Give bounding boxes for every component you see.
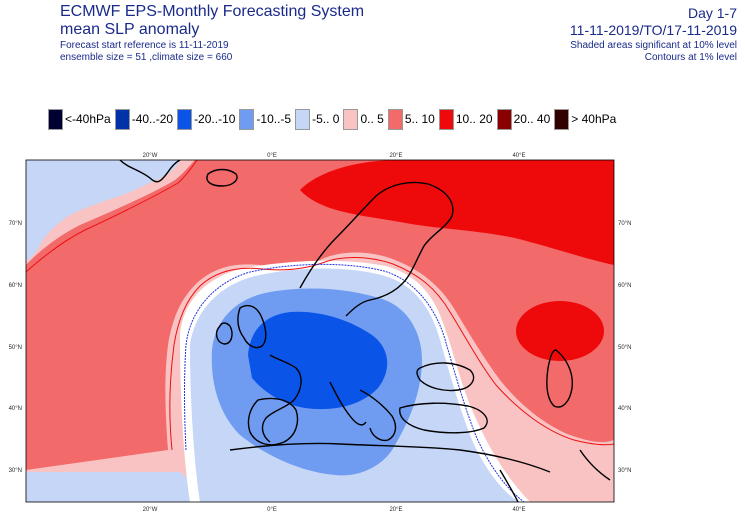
coast-iceland bbox=[206, 168, 238, 187]
legend-label: 0.. 5 bbox=[360, 112, 384, 126]
coast-persian-gulf bbox=[579, 449, 611, 481]
legend-label: -10..-5 bbox=[256, 112, 292, 126]
legend-swatch bbox=[554, 108, 570, 130]
coast-ireland bbox=[215, 322, 233, 345]
legend-label: -5.. 0 bbox=[312, 112, 340, 126]
legend-swatch bbox=[438, 108, 454, 130]
color-legend: <-40hPa -40..-20 -20..-10 -10..-5 -5.. 0 0.. … bbox=[48, 108, 620, 130]
legend-item: -20..-10 bbox=[177, 108, 236, 130]
legend-item: 5.. 10 bbox=[387, 108, 435, 130]
field-10-20-north bbox=[300, 160, 614, 265]
lat-tick-right: 30°N bbox=[618, 468, 631, 474]
field-neg20-neg10 bbox=[248, 311, 388, 410]
day-range: Day 1-7 bbox=[687, 5, 737, 21]
legend-label: 20.. 40 bbox=[513, 112, 551, 126]
legend-label: 10.. 20 bbox=[455, 112, 493, 126]
legend-item: 0.. 5 bbox=[343, 108, 384, 130]
lon-tick-bottom: 40°E bbox=[512, 507, 525, 513]
contour-positive-1pct bbox=[26, 160, 198, 273]
lat-tick-left: 50°N bbox=[9, 345, 22, 351]
coast-north-africa bbox=[229, 442, 551, 473]
lat-tick-right: 70°N bbox=[618, 221, 631, 227]
lon-tick-top: 20°W bbox=[143, 153, 158, 159]
coast-britain bbox=[237, 304, 267, 349]
coast-black-sea bbox=[416, 362, 475, 392]
field-neg5-0-northwest bbox=[26, 160, 180, 262]
lat-tick-left: 60°N bbox=[9, 283, 22, 289]
legend-label: <-40hPa bbox=[65, 112, 111, 126]
shaded-note: Shaded areas significant at 10% level bbox=[570, 40, 737, 51]
legend-item: -40..-20 bbox=[114, 108, 174, 130]
lat-tick-left: 40°N bbox=[9, 406, 22, 412]
lat-tick-left: 30°N bbox=[9, 468, 22, 474]
coast-caspian bbox=[546, 349, 573, 408]
title-line-1: ECMWF EPS-Monthly Forecasting System bbox=[60, 3, 365, 20]
field-5-10 bbox=[26, 160, 614, 470]
legend-label: -20..-10 bbox=[194, 112, 236, 126]
coast-greenland bbox=[119, 160, 181, 183]
legend-swatch bbox=[496, 108, 512, 130]
lat-tick-right: 40°N bbox=[618, 406, 631, 412]
coast-balkans-greece bbox=[359, 389, 397, 442]
contour-positive-1pct-inner bbox=[169, 256, 614, 451]
lat-tick-right: 60°N bbox=[618, 283, 631, 289]
field-10-20-east bbox=[516, 301, 604, 361]
legend-item: <-40hPa bbox=[48, 108, 111, 130]
legend-label: > 40hPa bbox=[571, 112, 617, 126]
coast-italy bbox=[329, 381, 367, 426]
lon-tick-bottom: 20°E bbox=[389, 507, 402, 513]
legend-swatch bbox=[177, 108, 193, 130]
contour-negative-1pct bbox=[184, 263, 525, 502]
legend-item: -5.. 0 bbox=[295, 108, 340, 130]
lon-tick-bottom: 20°W bbox=[143, 507, 158, 513]
title-line-2: mean SLP anomaly bbox=[60, 21, 200, 38]
lon-tick-top: 0°E bbox=[267, 153, 277, 159]
lat-tick-right: 50°N bbox=[618, 345, 631, 351]
legend-item: -10..-5 bbox=[239, 108, 292, 130]
field-neg5-0-southwest bbox=[26, 472, 200, 502]
legend-label: 5.. 10 bbox=[404, 112, 435, 126]
legend-swatch bbox=[387, 108, 403, 130]
legend-item: 20.. 40 bbox=[496, 108, 551, 130]
slp-anomaly-map: 20°W 0°E 20°E 40°E 20°W 0°E 20°E 40°E 70°N 60°N 50… bbox=[9, 153, 632, 513]
date-range: 11-11-2019/TO/17-11-2019 bbox=[569, 22, 737, 38]
legend-swatch bbox=[114, 108, 130, 130]
legend-swatch bbox=[239, 108, 255, 130]
legend-item: 10.. 20 bbox=[438, 108, 493, 130]
coast-scandinavia bbox=[299, 181, 454, 317]
coast-red-sea bbox=[499, 469, 519, 502]
map-frame bbox=[25, 159, 615, 503]
lon-tick-top: 20°E bbox=[389, 153, 402, 159]
forecast-reference: Forecast start reference is 11-11-2019 bbox=[60, 40, 229, 51]
legend-swatch bbox=[48, 108, 63, 130]
lon-tick-top: 40°E bbox=[512, 153, 525, 159]
coast-turkey bbox=[399, 402, 488, 434]
ensemble-size: ensemble size = 51 ,climate size = 660 bbox=[60, 52, 233, 63]
legend-swatch bbox=[295, 108, 311, 130]
legend-label: -40..-20 bbox=[131, 112, 174, 126]
legend-item: > 40hPa bbox=[554, 108, 617, 130]
lon-tick-bottom: 0°E bbox=[267, 507, 277, 513]
coast-europe-west bbox=[261, 354, 302, 443]
lat-tick-left: 70°N bbox=[9, 221, 22, 227]
coastlines bbox=[119, 160, 611, 502]
contour-note: Contours at 1% level bbox=[644, 52, 737, 63]
legend-swatch bbox=[343, 108, 359, 130]
coast-iberia bbox=[247, 397, 299, 446]
